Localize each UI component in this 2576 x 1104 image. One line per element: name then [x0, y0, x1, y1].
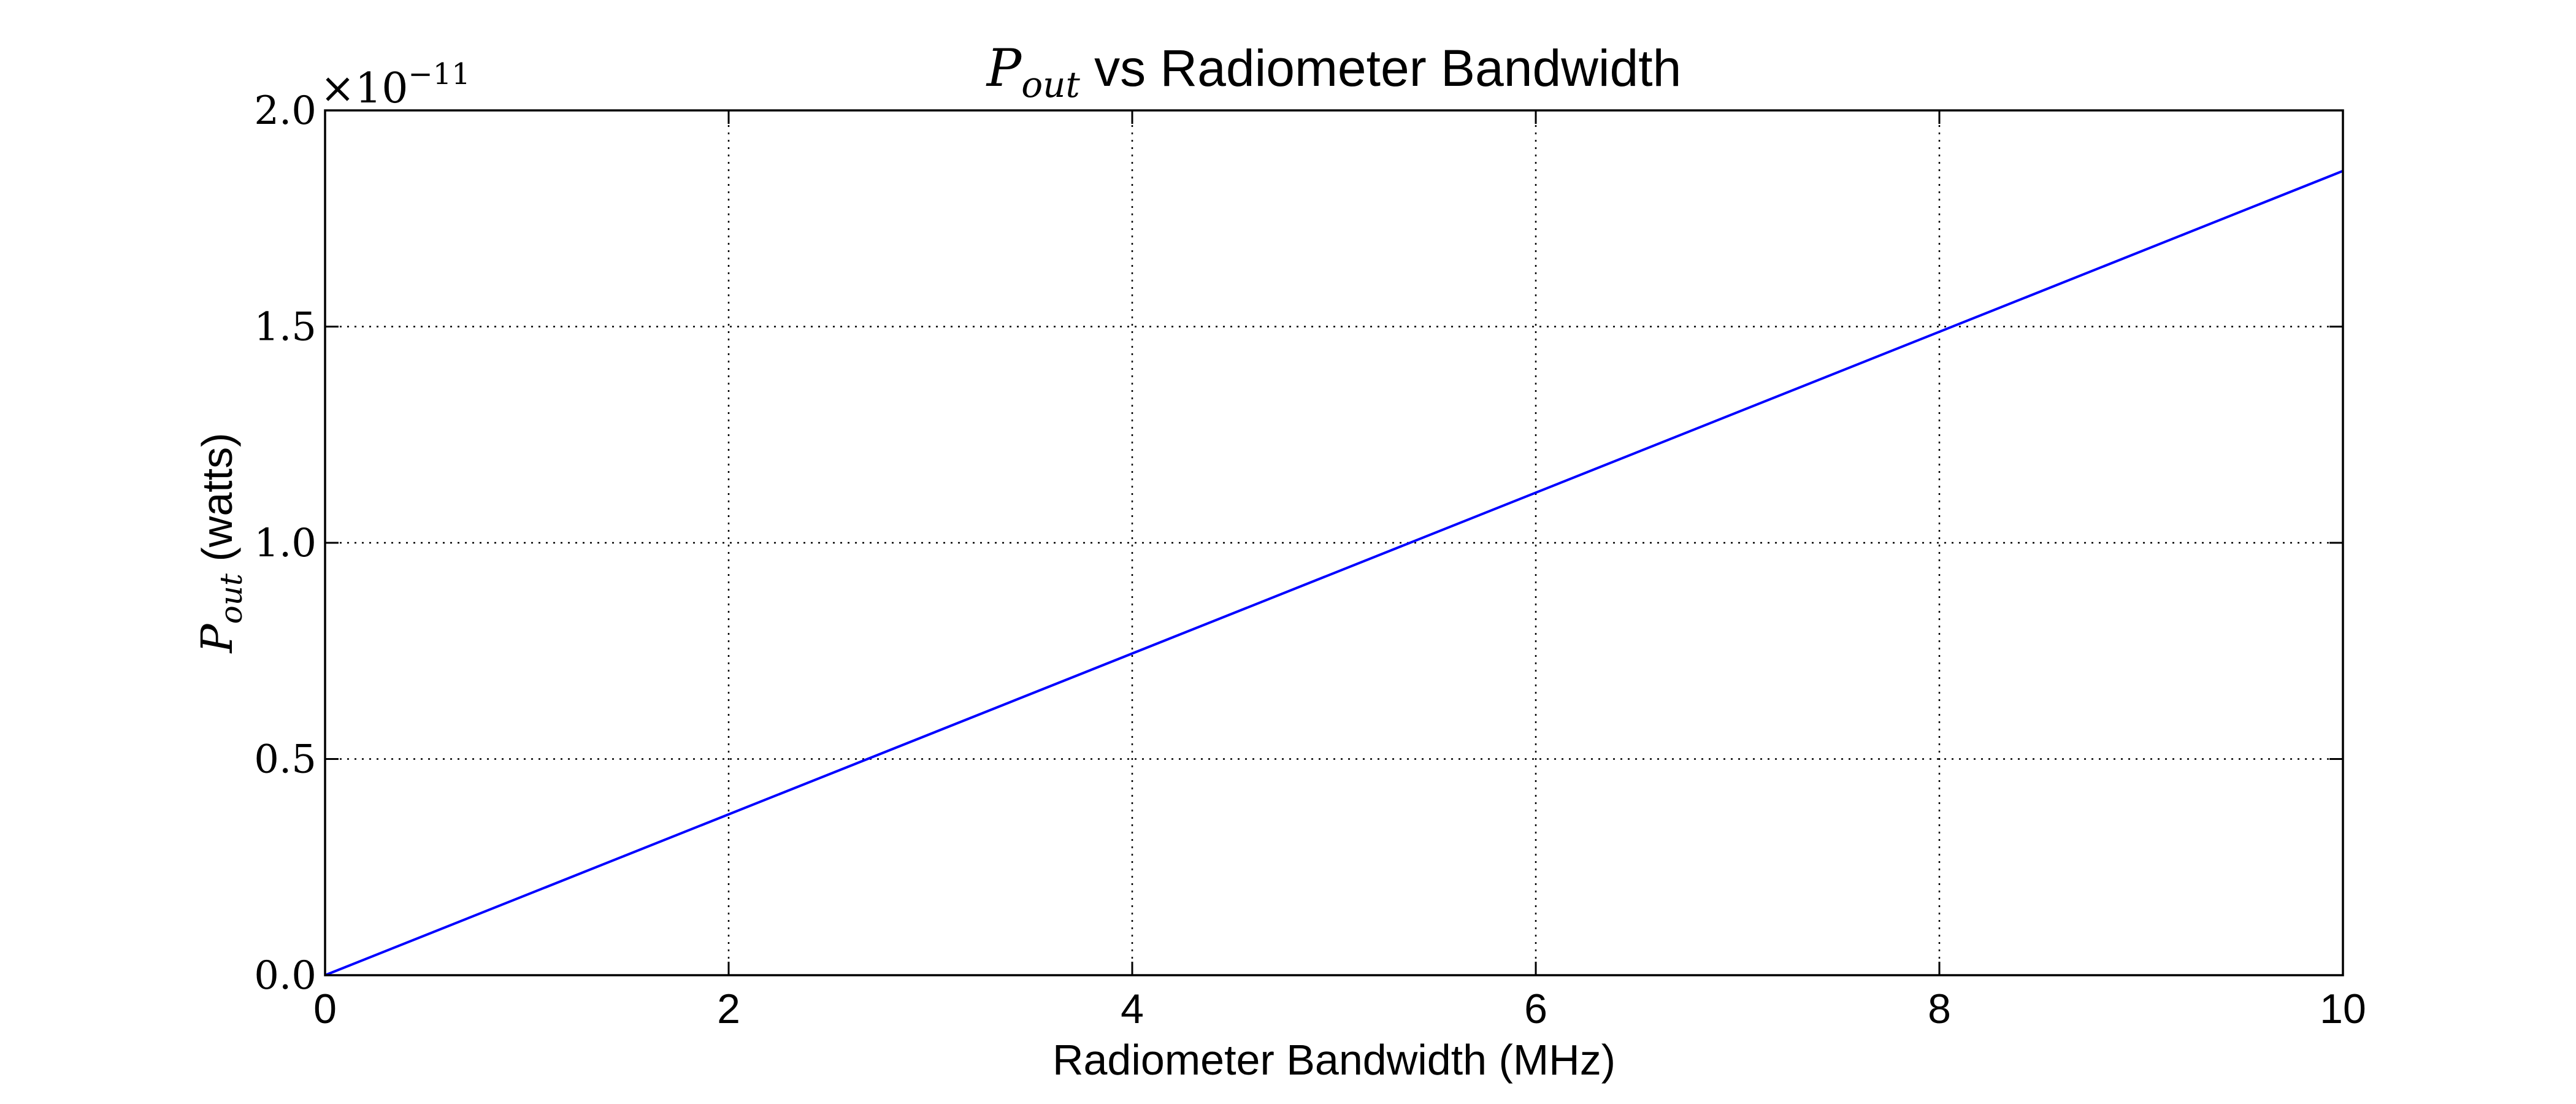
- y-axis-label: Pout (watts): [192, 433, 249, 654]
- x-tick-label: 6: [1524, 986, 1547, 1032]
- y-tick-label: 0.5: [254, 737, 316, 783]
- axis-ticks: 0 2 4 6 8 10 0.0 0.5 1.0 1.5 2.0: [254, 88, 2366, 1032]
- x-tick-label: 4: [1121, 986, 1144, 1032]
- x-tick-label: 10: [2320, 986, 2366, 1032]
- x-tick-label: 2: [717, 986, 740, 1032]
- series-layer: [324, 169, 2344, 976]
- y-tick-label: 1.5: [254, 305, 316, 350]
- y-axis-offset-label: ×10−11: [320, 57, 470, 113]
- grid-lines: [325, 110, 2343, 975]
- x-tick-label: 8: [1928, 986, 1951, 1032]
- series-line: [324, 169, 2344, 976]
- y-tick-label: 2.0: [254, 88, 316, 134]
- x-axis-label: Radiometer Bandwidth (MHz): [1052, 1036, 1616, 1084]
- y-tick-label: 0.0: [254, 953, 316, 999]
- y-tick-label: 1.0: [254, 521, 316, 566]
- chart-title: Pout vs Radiometer Bandwidth: [986, 38, 1682, 105]
- x-tick-label: 0: [313, 986, 337, 1032]
